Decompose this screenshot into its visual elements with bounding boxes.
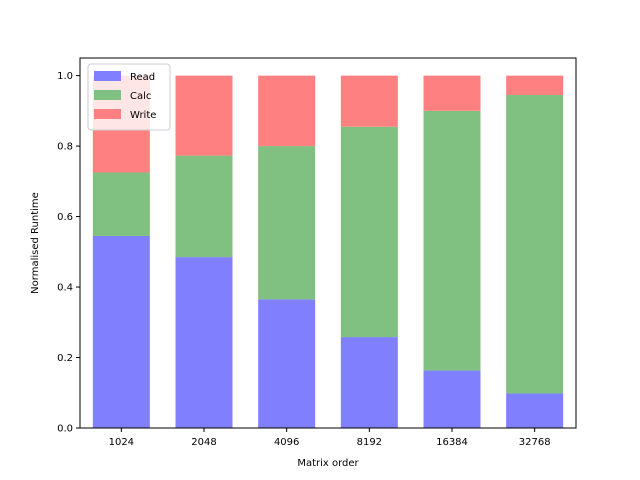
legend-label-calc: Calc xyxy=(130,91,151,102)
x-tick-label: 8192 xyxy=(357,437,382,448)
bar-read-2048 xyxy=(175,257,233,428)
x-tick-label: 2048 xyxy=(191,437,216,448)
bar-read-8192 xyxy=(340,337,398,428)
legend-label-read: Read xyxy=(130,72,155,83)
x-tick-label: 4096 xyxy=(274,437,299,448)
bar-calc-2048 xyxy=(175,155,233,258)
y-tick-label: 0.4 xyxy=(57,283,73,294)
bar-calc-16384 xyxy=(423,110,481,371)
bar-read-1024 xyxy=(92,235,150,428)
legend-swatch-write xyxy=(94,109,121,119)
legend-label-write: Write xyxy=(130,110,156,121)
y-tick-label: 0.0 xyxy=(57,424,73,435)
x-axis-label: Matrix order xyxy=(297,458,359,469)
legend-swatch-read xyxy=(94,71,121,81)
bar-write-16384 xyxy=(423,75,481,111)
y-axis: 0.0 0.2 0.4 0.6 0.8 1.0 xyxy=(57,71,80,435)
y-tick-label: 0.8 xyxy=(57,142,73,153)
bar-write-2048 xyxy=(175,75,233,156)
x-tick-label: 1024 xyxy=(109,437,134,448)
y-tick-label: 0.2 xyxy=(57,353,73,364)
bar-write-8192 xyxy=(340,75,398,127)
y-tick-label: 0.6 xyxy=(57,212,73,223)
y-axis-label: Normalised Runtime xyxy=(30,192,41,294)
y-tick-label: 1.0 xyxy=(57,71,73,82)
bar-calc-4096 xyxy=(258,146,316,300)
legend: Read Calc Write xyxy=(87,63,171,131)
bar-write-32768 xyxy=(506,75,564,95)
bar-read-16384 xyxy=(423,370,481,428)
bar-write-4096 xyxy=(258,75,316,147)
bar-calc-32768 xyxy=(506,95,564,394)
x-tick-label: 32768 xyxy=(519,437,551,448)
bar-read-4096 xyxy=(258,299,316,428)
x-axis: 1024 2048 4096 8192 16384 32768 xyxy=(109,428,551,448)
bar-calc-8192 xyxy=(340,126,398,338)
plot-frame xyxy=(79,57,577,429)
bar-read-32768 xyxy=(506,393,564,428)
x-tick-label: 16384 xyxy=(436,437,468,448)
legend-swatch-calc xyxy=(94,90,121,100)
bar-calc-1024 xyxy=(92,172,150,236)
